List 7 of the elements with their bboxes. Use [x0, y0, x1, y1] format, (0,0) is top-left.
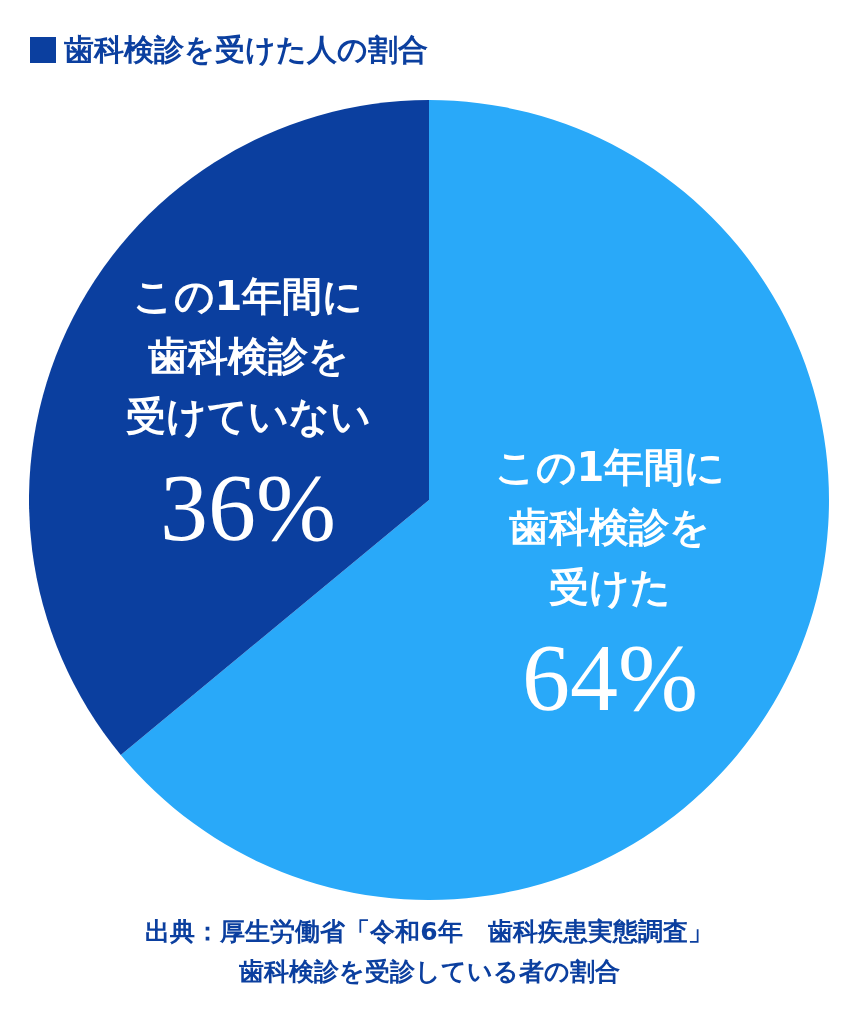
chart-title: 歯科検診を受けた人の割合 — [64, 30, 428, 69]
text: 歯科検診を受診している者の割合 — [237, 956, 621, 988]
data-label: 64% — [521, 624, 698, 732]
source-note: 出典：厚生労働省「令和6年 歯科疾患実態調査」 — [144, 916, 714, 948]
slice-label: この1年間に歯科検診を受けていない — [125, 273, 371, 440]
slice-label: この1年間に歯科検診を受けた — [494, 443, 726, 610]
data-label: 36% — [160, 454, 337, 562]
